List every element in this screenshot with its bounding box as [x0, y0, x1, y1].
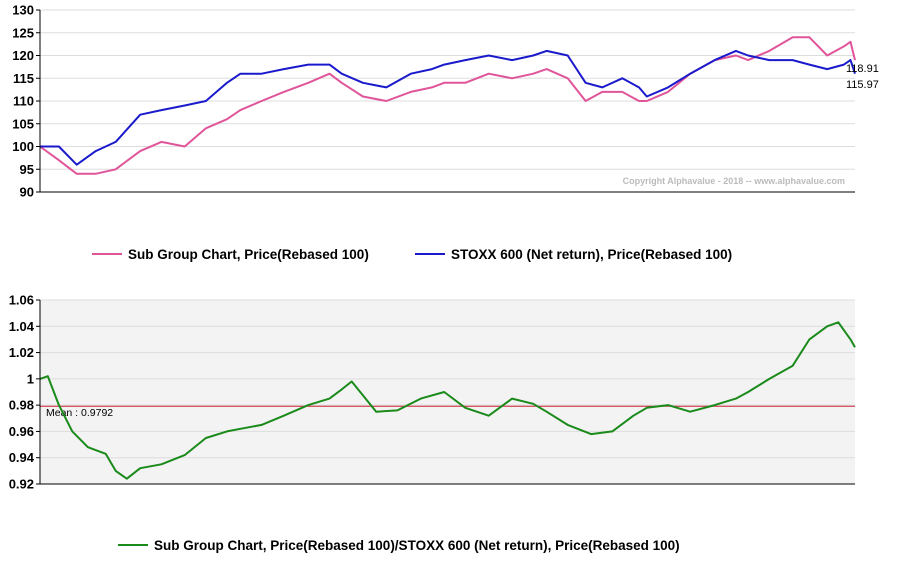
mean-label: Mean : 0.9792	[46, 407, 113, 419]
end-label-subgroup: 118.91	[846, 63, 879, 75]
y-tick-label: 95	[20, 162, 34, 177]
y-tick-label: 1	[27, 371, 34, 386]
y-tick-label: 120	[12, 48, 34, 63]
legend-label-ratio: Sub Group Chart, Price(Rebased 100)/STOX…	[154, 538, 680, 553]
series-line-1	[40, 49, 856, 166]
legend-label-stoxx: STOXX 600 (Net return), Price(Rebased 10…	[451, 247, 732, 262]
y-tick-label: 100	[12, 139, 34, 154]
y-tick-label: 105	[12, 116, 34, 131]
y-tick-label: 1.02	[9, 345, 34, 360]
bottom-plot-background	[40, 300, 855, 484]
series-line-0	[39, 321, 856, 480]
y-tick-label: 125	[12, 25, 34, 40]
y-tick-label: 0.92	[9, 477, 34, 492]
y-tick-label: 1.06	[9, 293, 34, 308]
y-tick-label: 90	[20, 185, 34, 200]
bottom-legend: Sub Group Chart, Price(Rebased 100)/STOX…	[118, 538, 680, 553]
end-label-stoxx: 115.97	[846, 79, 879, 91]
y-tick-label: 0.94	[9, 450, 35, 465]
y-tick-label: 130	[12, 3, 34, 18]
y-tick-label: 115	[13, 71, 34, 86]
y-tick-label: 1.04	[9, 319, 35, 334]
copyright-text: Copyright Alphavalue - 2018 -- www.alpha…	[623, 176, 845, 186]
top-legend: Sub Group Chart, Price(Rebased 100) STOX…	[92, 247, 732, 262]
series-line-0	[39, 36, 856, 175]
y-tick-label: 0.96	[9, 424, 34, 439]
y-tick-label: 110	[13, 94, 34, 109]
legend-label-subgroup: Sub Group Chart, Price(Rebased 100)	[128, 247, 369, 262]
y-tick-label: 0.98	[9, 398, 34, 413]
